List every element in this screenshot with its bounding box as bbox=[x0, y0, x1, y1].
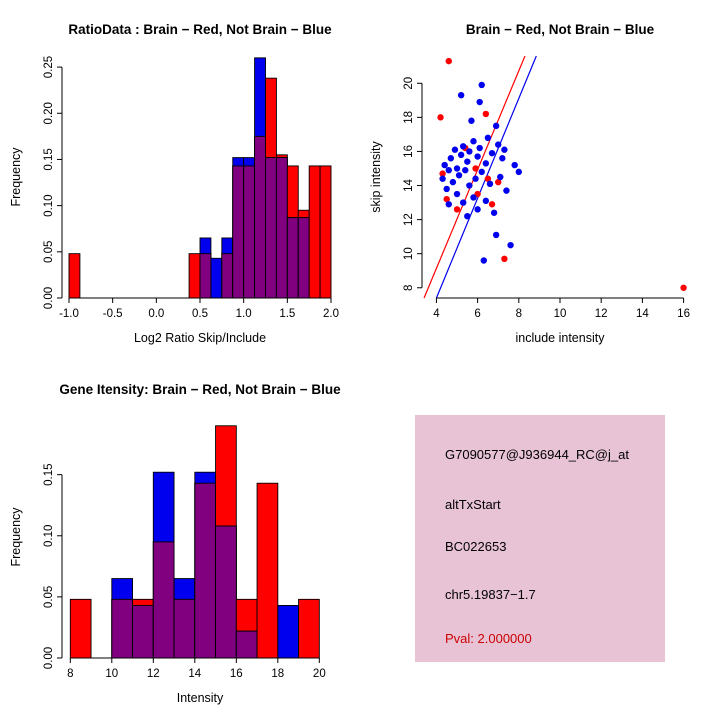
svg-text:0.15: 0.15 bbox=[43, 463, 55, 485]
svg-text:18: 18 bbox=[271, 668, 284, 680]
svg-text:0.0: 0.0 bbox=[148, 308, 164, 320]
gene-intensity-histogram-chart: 8 10 12 14 16 18 20 0.00 0.05 0.10 0.15 Gene Itensi… bbox=[9, 382, 341, 705]
svg-text:12: 12 bbox=[403, 213, 415, 226]
ratio-histogram-chart: -1.0 -0.5 0.0 0.5 1.0 1.5 2.0 0.00 0.05 0.10 0.15 0… bbox=[9, 22, 339, 345]
svg-text:8: 8 bbox=[516, 308, 522, 320]
svg-text:8: 8 bbox=[403, 285, 415, 291]
svg-text:0.10: 0.10 bbox=[43, 525, 55, 547]
svg-text:14: 14 bbox=[636, 308, 649, 320]
accession-text: BC022653 bbox=[445, 539, 507, 554]
svg-text:Frequency: Frequency bbox=[9, 147, 23, 207]
svg-text:Brain − Red, Not Brain − Blue: Brain − Red, Not Brain − Blue bbox=[466, 22, 655, 37]
svg-text:18: 18 bbox=[403, 111, 415, 124]
svg-text:16: 16 bbox=[230, 668, 243, 680]
svg-text:12: 12 bbox=[147, 668, 160, 680]
event-type-text: altTxStart bbox=[445, 497, 501, 512]
svg-text:12: 12 bbox=[595, 308, 608, 320]
svg-text:-1.0: -1.0 bbox=[59, 308, 79, 320]
svg-text:skip intensity: skip intensity bbox=[369, 140, 383, 212]
svg-text:Log2 Ratio Skip/Include: Log2 Ratio Skip/Include bbox=[134, 331, 266, 345]
svg-text:10: 10 bbox=[403, 247, 415, 260]
svg-text:0.5: 0.5 bbox=[192, 308, 208, 320]
svg-text:1.0: 1.0 bbox=[236, 308, 252, 320]
svg-text:16: 16 bbox=[403, 145, 415, 158]
info-quadrant: G7090577@J936944_RC@j_at altTxStart BC02… bbox=[360, 360, 720, 720]
svg-text:20: 20 bbox=[313, 668, 326, 680]
locus-text: chr5.19837−1.7 bbox=[445, 587, 536, 602]
svg-text:10: 10 bbox=[554, 308, 567, 320]
svg-text:8: 8 bbox=[67, 668, 73, 680]
svg-text:1.5: 1.5 bbox=[279, 308, 295, 320]
svg-text:14: 14 bbox=[403, 179, 415, 192]
probe-id-text: G7090577@J936944_RC@j_at bbox=[445, 447, 629, 462]
svg-text:6: 6 bbox=[474, 308, 480, 320]
svg-text:4: 4 bbox=[433, 308, 440, 320]
svg-text:0.05: 0.05 bbox=[43, 241, 55, 263]
svg-text:RatioData : Brain − Red, Not B: RatioData : Brain − Red, Not Brain − Blu… bbox=[68, 22, 332, 37]
svg-text:14: 14 bbox=[188, 668, 201, 680]
svg-text:Frequency: Frequency bbox=[9, 507, 23, 567]
svg-text:10: 10 bbox=[105, 668, 118, 680]
svg-text:20: 20 bbox=[403, 77, 415, 90]
gene-info-box: G7090577@J936944_RC@j_at altTxStart BC02… bbox=[415, 415, 665, 662]
svg-text:0.20: 0.20 bbox=[43, 102, 55, 124]
svg-text:0.05: 0.05 bbox=[43, 586, 55, 608]
svg-text:0.00: 0.00 bbox=[43, 287, 55, 309]
svg-text:0.25: 0.25 bbox=[43, 56, 55, 78]
skip-include-scatter-chart: 4 6 8 10 12 14 16 8 10 12 14 16 18 20 Brain − Red, Not… bbox=[369, 22, 690, 345]
svg-text:Intensity: Intensity bbox=[177, 691, 224, 705]
pval-text: Pval: 2.000000 bbox=[445, 631, 532, 646]
svg-text:include intensity: include intensity bbox=[516, 331, 606, 345]
svg-text:16: 16 bbox=[677, 308, 690, 320]
svg-text:0.15: 0.15 bbox=[43, 148, 55, 170]
svg-text:0.10: 0.10 bbox=[43, 194, 55, 216]
svg-text:2.0: 2.0 bbox=[323, 308, 339, 320]
svg-text:-0.5: -0.5 bbox=[103, 308, 123, 320]
svg-text:0.00: 0.00 bbox=[43, 647, 55, 669]
svg-text:Gene Itensity: Brain − Red, No: Gene Itensity: Brain − Red, Not Brain − … bbox=[59, 382, 341, 397]
